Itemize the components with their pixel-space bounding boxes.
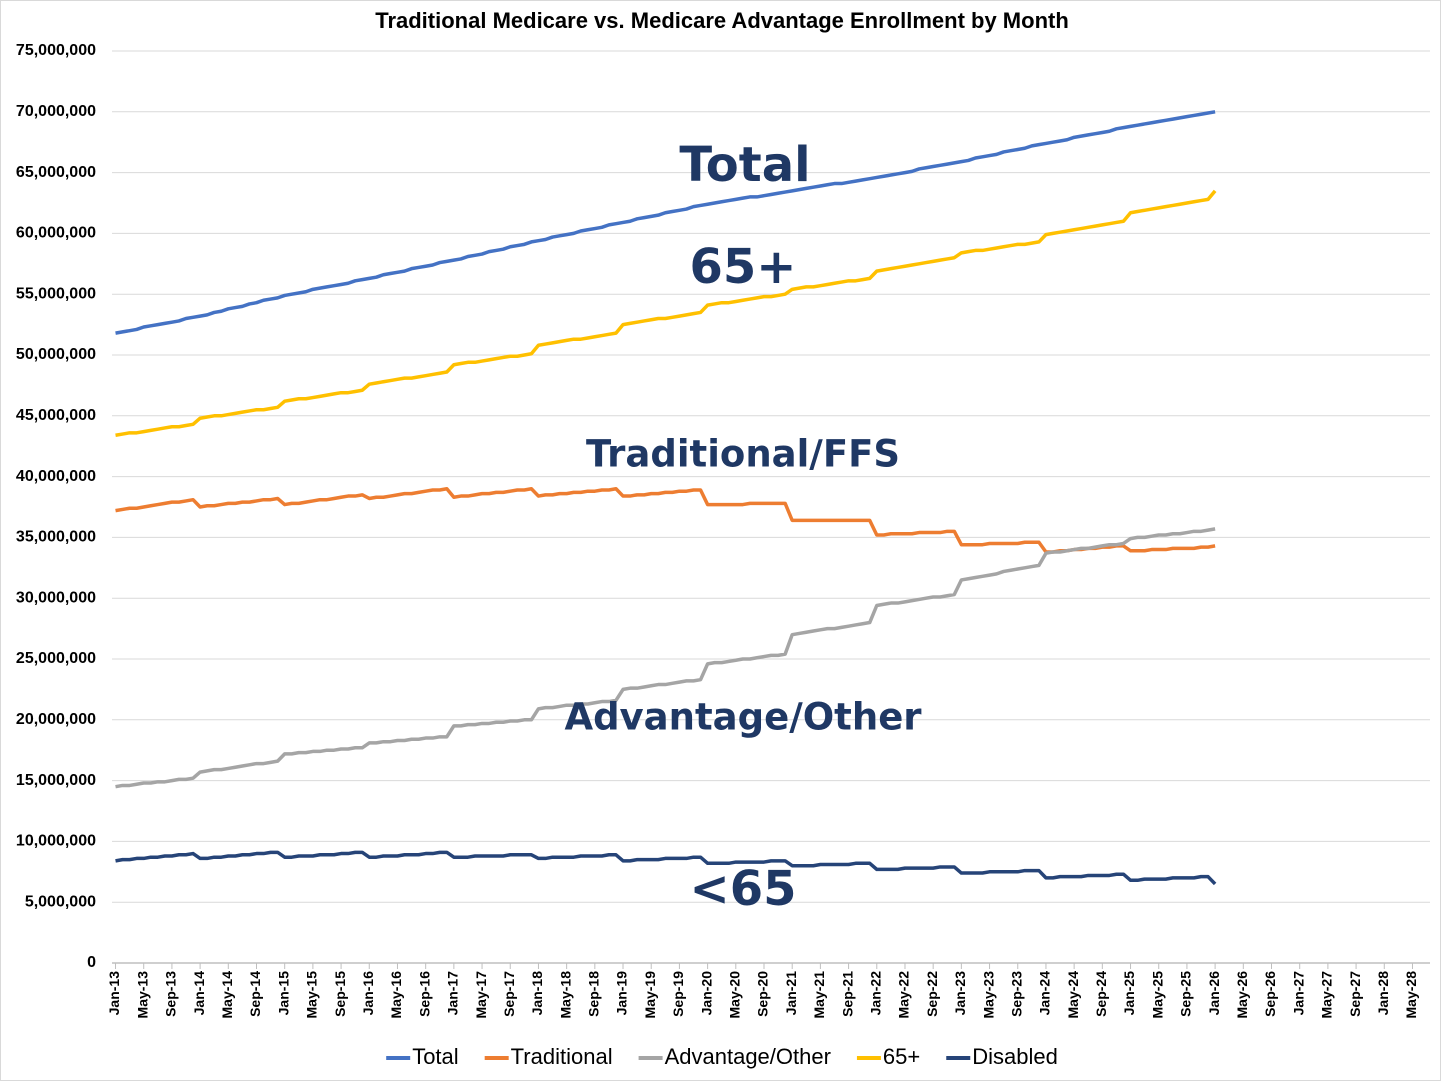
- x-tick-label: Sep-13: [163, 971, 179, 1017]
- y-tick-label: 10,000,000: [16, 833, 96, 850]
- series-line: [115, 189, 1217, 437]
- x-tick-label: Jan-14: [191, 971, 207, 1016]
- x-tick-label: May-13: [134, 971, 150, 1019]
- x-tick-label: May-16: [388, 971, 404, 1019]
- x-tick-label: Sep-23: [1008, 971, 1024, 1017]
- legend-label: Advantage/Other: [665, 1044, 831, 1069]
- x-tick-label: May-14: [219, 971, 235, 1019]
- y-tick-label: 5,000,000: [25, 893, 96, 910]
- y-tick-label: 25,000,000: [16, 650, 96, 667]
- y-tick-label: 35,000,000: [16, 529, 96, 546]
- x-tick-label: Jan-26: [1206, 971, 1222, 1016]
- series-line: [115, 487, 1216, 554]
- x-tick-label: May-27: [1319, 971, 1335, 1019]
- x-tick-label: Sep-15: [332, 971, 348, 1017]
- x-tick-label: Jan-19: [614, 971, 630, 1016]
- x-tick-label: May-23: [980, 971, 996, 1019]
- y-tick-label: 0: [87, 954, 96, 971]
- y-tick-label: 40,000,000: [16, 468, 96, 485]
- x-tick-label: May-17: [473, 971, 489, 1019]
- x-tick-label: Sep-26: [1262, 971, 1278, 1017]
- series-line: [115, 527, 1216, 789]
- x-tick-label: Sep-27: [1347, 971, 1363, 1017]
- y-tick-label: 20,000,000: [16, 711, 96, 728]
- chart-title: Traditional Medicare vs. Medicare Advant…: [375, 8, 1069, 33]
- x-tick-label: Sep-14: [247, 971, 263, 1017]
- x-tick-label: May-19: [642, 971, 658, 1019]
- x-tick-label: May-28: [1403, 971, 1419, 1019]
- x-tick-label: Jan-20: [698, 971, 714, 1016]
- series-line: [115, 850, 1217, 886]
- y-tick-label: 15,000,000: [16, 772, 96, 789]
- x-tick-label: May-20: [727, 971, 743, 1019]
- annotation: <65: [689, 861, 796, 917]
- x-tick-label: May-26: [1234, 971, 1250, 1019]
- y-tick-label: 65,000,000: [16, 164, 96, 181]
- x-tick-label: Jan-27: [1290, 971, 1306, 1016]
- x-tick-label: Jan-18: [529, 971, 545, 1016]
- annotation: Advantage/Other: [564, 696, 922, 739]
- x-tick-label: Sep-16: [416, 971, 432, 1017]
- x-tick-label: Jan-13: [106, 971, 122, 1016]
- x-tick-label: Sep-18: [586, 971, 602, 1017]
- x-tick-label: Jan-17: [445, 971, 461, 1016]
- x-tick-label: Jan-15: [275, 971, 291, 1016]
- x-tick-label: Jan-24: [1037, 971, 1053, 1016]
- y-tick-label: 55,000,000: [16, 285, 96, 302]
- legend-label: Disabled: [972, 1044, 1058, 1069]
- y-tick-label: 30,000,000: [16, 589, 96, 606]
- annotation: Traditional/FFS: [586, 433, 900, 476]
- x-tick-label: May-22: [896, 971, 912, 1019]
- x-tick-label: Jan-28: [1375, 971, 1391, 1016]
- x-tick-label: Jan-25: [1121, 971, 1137, 1016]
- x-tick-label: Jan-21: [783, 971, 799, 1016]
- x-tick-label: Sep-25: [1178, 971, 1194, 1017]
- x-tick-label: May-25: [1149, 971, 1165, 1019]
- legend-label: Total: [412, 1044, 458, 1069]
- y-tick-label: 45,000,000: [16, 407, 96, 424]
- y-tick-label: 70,000,000: [16, 103, 96, 120]
- x-tick-label: Jan-23: [952, 971, 968, 1016]
- x-tick-label: Sep-21: [839, 971, 855, 1017]
- x-tick-label: Sep-22: [924, 971, 940, 1017]
- legend-label: Traditional: [511, 1044, 613, 1069]
- x-tick-label: May-15: [304, 971, 320, 1019]
- legend: Total Traditional Advantage/Other 65+ Disabl…: [386, 1044, 1058, 1069]
- x-tick-label: Sep-17: [501, 971, 517, 1017]
- y-tick-label: 50,000,000: [16, 346, 96, 363]
- series-line: [115, 110, 1216, 335]
- x-tick-label: Sep-20: [755, 971, 771, 1017]
- y-tick-label: 75,000,000: [16, 42, 96, 59]
- annotation: Total: [679, 137, 810, 193]
- x-tick-label: Sep-19: [670, 971, 686, 1017]
- x-tick-label: Sep-24: [1093, 971, 1109, 1017]
- y-tick-label: 60,000,000: [16, 225, 96, 242]
- x-tick-label: May-24: [1065, 971, 1081, 1019]
- x-tick-label: Jan-22: [867, 971, 883, 1016]
- x-tick-label: Jan-16: [360, 971, 376, 1016]
- legend-label: 65+: [883, 1044, 920, 1069]
- annotation: 65+: [689, 239, 796, 295]
- x-tick-label: May-21: [811, 971, 827, 1019]
- x-tick-label: May-18: [557, 971, 573, 1019]
